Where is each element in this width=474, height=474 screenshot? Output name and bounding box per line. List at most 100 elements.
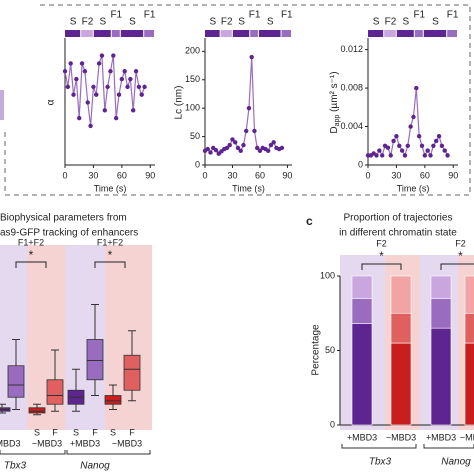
x-tick-label: 0 [62,170,67,180]
group-bracket [0,450,66,455]
gene-label: Nanog [441,457,471,468]
condition-label: −MBD3 [32,438,62,448]
trace-point [279,145,285,151]
trace-point [445,153,450,158]
trace-point [82,69,88,74]
sig-star: * [108,248,113,262]
trace-point [119,76,125,82]
trace-point [402,153,408,158]
trace-point [133,69,139,74]
box [28,407,46,414]
trace-point [68,61,73,66]
segment-label: F1 [281,10,293,21]
trace-point [131,108,136,113]
state-label: S [73,427,79,437]
x-tick-label: 30 [88,170,98,180]
segment-label: F1 [249,10,261,21]
segment-bar [93,30,111,37]
y-tick-label: 0.012 [340,44,363,54]
segment-bar [250,30,258,37]
state-label: F [92,427,98,437]
y-tick-label: 100 [320,270,335,280]
trace-point [436,133,442,139]
trace-point [431,143,436,148]
y-tick-label: 100 [185,103,200,113]
segment-label: S [99,17,106,28]
trace-point [439,143,445,148]
trace-point [391,138,396,144]
trace-point [125,84,130,90]
trace-point [142,84,147,90]
y-tick-label: 200 [185,46,200,56]
x-axis-label: Time (s) [232,183,265,193]
x-tick-label: 0 [365,170,370,180]
state-label: F [52,427,58,437]
trace-point [238,148,243,153]
y-tick-label: 0.008 [340,82,363,92]
trace-point [265,148,271,153]
sig-label: F2 [376,238,387,248]
trace-point [224,145,230,151]
condition-label: MBD3 [0,438,21,448]
trace-point [227,142,232,148]
trace [204,57,283,155]
trace-point [442,148,447,153]
condition-label: −MBD3 [112,438,142,448]
trace-point [414,85,419,91]
sig-label: F1+F2 [97,237,123,247]
trace-point [91,84,96,90]
y-axis-label: Dapp (µm² s⁻¹) [329,71,341,133]
trace-point [230,137,235,142]
segment-bar [368,30,384,37]
condition-band [0,245,27,430]
x-axis-label: Time (s) [94,183,127,193]
segment-label: F1 [413,10,425,21]
sig-bracket [361,263,402,270]
segment-label: S [70,17,77,28]
segment-bar [396,30,414,37]
trace-point [105,84,110,90]
bar-segment [430,275,452,299]
condition-label: −MBD3 [460,432,474,442]
trace-point [116,92,122,97]
x-tick-label: 0 [202,170,207,180]
trace-point [241,142,246,148]
x-tick-label: 60 [255,170,265,180]
trace-point [79,61,85,66]
trace-point [99,53,105,58]
title: Proportion of trajectories [344,213,453,224]
segment-label: F1 [144,10,156,21]
trace-point [213,148,219,153]
state-label: F [129,427,135,437]
segment-bar [232,30,250,37]
segment-label: S [402,17,409,28]
state-label: S [34,427,40,437]
trace-point [94,92,99,97]
segment-bar [220,30,232,37]
trace-point [255,145,260,151]
panel-label: c [306,214,313,228]
title: Biophysical parameters from [0,213,127,224]
x-axis-label: Time (s) [397,183,430,193]
title: in different chromatin state [339,228,457,239]
segment-label: F1 [110,10,122,21]
y-tick-label: 50 [190,131,200,141]
x-tick-label: 90 [282,170,292,180]
sig-label: F2 [455,238,466,248]
trace-point [85,100,90,105]
x-tick-label: 30 [391,170,401,180]
trace-point [122,69,127,74]
condition-label: +MBD3 [70,438,100,448]
y-axis-label: α [46,99,57,105]
trace-point [233,140,238,145]
segment-bar [144,30,154,37]
segment-bar [423,30,447,37]
bar-segment [390,312,412,344]
trace-point [425,148,430,153]
trace-point [380,153,385,158]
segment-bar [281,30,291,37]
trace-point [388,153,393,158]
trace-point [139,92,144,97]
trace-point [268,142,274,148]
segment-label: S [432,17,439,28]
